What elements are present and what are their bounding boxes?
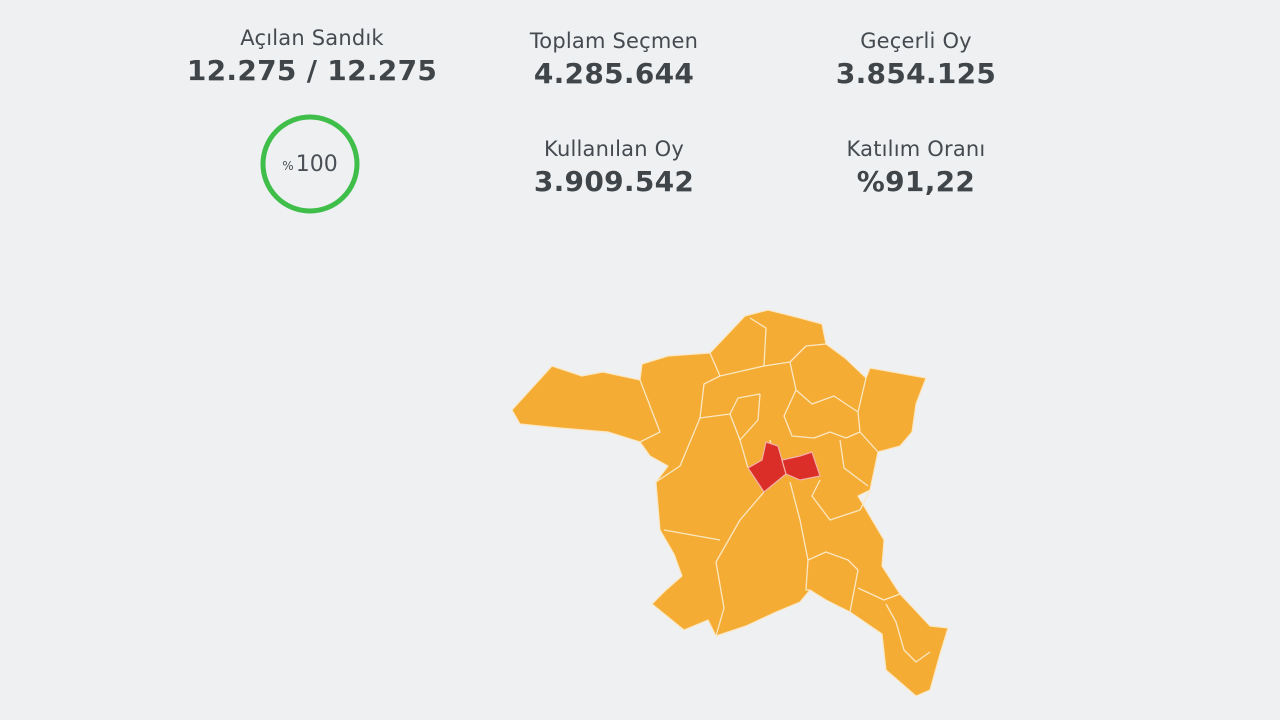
total-voters-label: Toplam Seçmen (529, 29, 699, 53)
boundary-5 (789, 361, 867, 413)
boundary-12 (839, 439, 869, 487)
boundary-4 (763, 343, 827, 367)
boundary-11 (829, 431, 861, 439)
progress-ring-arc (260, 114, 360, 214)
boundary-1 (639, 379, 661, 443)
district-boundaries (639, 317, 931, 663)
boundary-10 (783, 389, 831, 439)
boundary-7 (655, 417, 701, 483)
boundary-3 (719, 317, 767, 377)
boundary-19 (885, 603, 931, 663)
percent-symbol: % (282, 159, 294, 173)
opened-boxes-stat: Açılan Sandık 12.275 / 12.275 (162, 26, 462, 87)
opened-boxes-progress-ring: % 100 (258, 112, 362, 216)
province-district-map (511, 309, 949, 697)
used-votes-label: Kullanılan Oy (544, 137, 684, 161)
total-voters-value: 4.285.644 (533, 57, 695, 90)
percent-value: 100 (295, 151, 338, 177)
opened-boxes-percent: % 100 (258, 112, 362, 216)
boundary-17 (807, 551, 859, 613)
valid-votes-value: 3.854.125 (835, 57, 997, 90)
district-map-outline (511, 309, 949, 697)
boundary-16 (663, 529, 721, 541)
used-votes-stat: Kullanılan Oy 3.909.542 (464, 137, 764, 198)
boundary-18 (857, 587, 901, 601)
turnout-label: Katılım Oranı (846, 137, 986, 161)
district-central-east (781, 451, 821, 481)
opened-boxes-value: 12.275 / 12.275 (186, 54, 438, 87)
valid-votes-label: Geçerli Oy (860, 29, 972, 53)
boundary-9 (739, 393, 761, 441)
turnout-value: %91,22 (856, 165, 976, 198)
turnout-stat: Katılım Oranı %91,22 (766, 137, 1066, 198)
opened-boxes-label: Açılan Sandık (240, 26, 384, 50)
boundary-15 (715, 491, 765, 637)
boundary-13 (811, 479, 871, 521)
valid-votes-stat: Geçerli Oy 3.854.125 (766, 29, 1066, 90)
used-votes-value: 3.909.542 (533, 165, 695, 198)
total-voters-stat: Toplam Seçmen 4.285.644 (464, 29, 764, 90)
district-central-west (747, 441, 787, 493)
